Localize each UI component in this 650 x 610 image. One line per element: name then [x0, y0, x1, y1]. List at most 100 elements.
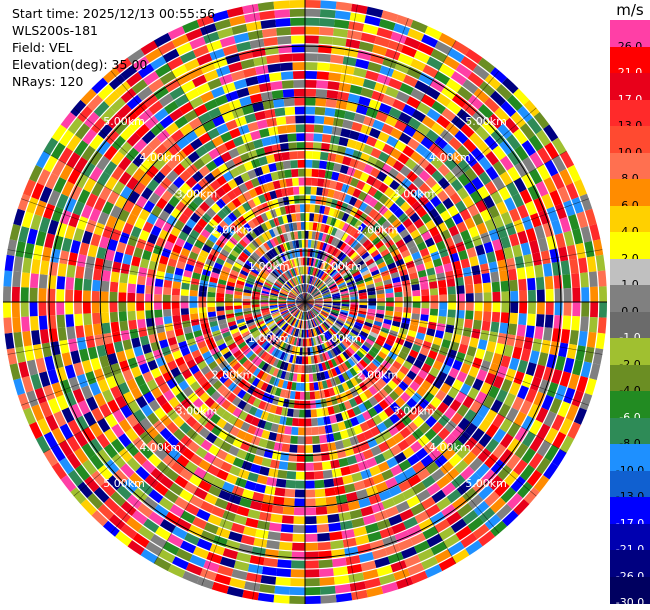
velocity-gate [371, 269, 380, 277]
velocity-gate [294, 287, 300, 294]
velocity-gate [377, 461, 390, 473]
velocity-gate [590, 302, 599, 318]
velocity-gate [171, 64, 188, 78]
velocity-gate [222, 265, 231, 273]
velocity-gate [243, 432, 254, 443]
velocity-gate [209, 179, 221, 191]
velocity-gate [241, 488, 255, 500]
velocity-gate [365, 365, 375, 375]
velocity-gate [418, 397, 430, 409]
velocity-gate [162, 48, 180, 63]
velocity-gate [229, 465, 241, 477]
velocity-gate [334, 154, 345, 164]
velocity-gate [280, 309, 289, 315]
velocity-gate [356, 260, 365, 268]
velocity-gate [429, 511, 446, 526]
velocity-gate [484, 453, 499, 469]
velocity-gate [125, 428, 139, 442]
velocity-gate [247, 220, 256, 230]
velocity-gate [384, 198, 395, 209]
velocity-gate [286, 232, 292, 241]
velocity-gate [517, 359, 529, 374]
velocity-gate [261, 457, 272, 468]
velocity-gate [558, 246, 569, 262]
velocity-gate [225, 354, 236, 364]
velocity-gate [334, 322, 343, 329]
velocity-gate [475, 391, 488, 405]
velocity-gate [127, 48, 145, 64]
velocity-gate [215, 198, 226, 209]
velocity-gate [219, 220, 229, 230]
velocity-gate [216, 469, 229, 481]
velocity-gate [262, 288, 271, 293]
velocity-gate [100, 481, 116, 497]
velocity-gate [449, 399, 462, 412]
velocity-gate [503, 470, 519, 487]
velocity-gate [435, 389, 447, 402]
velocity-gate [107, 190, 120, 205]
velocity-gate [402, 145, 415, 158]
velocity-gate [536, 440, 552, 457]
velocity-gate [407, 138, 420, 151]
velocity-gate [567, 421, 581, 440]
velocity-gate [294, 328, 298, 337]
velocity-gate [277, 379, 284, 388]
velocity-gate [381, 581, 399, 594]
velocity-gate [141, 459, 156, 474]
velocity-gate [423, 441, 436, 454]
velocity-gate [35, 230, 47, 247]
velocity-gate [182, 320, 191, 328]
velocity-gate [164, 272, 174, 281]
velocity-gate [51, 462, 67, 480]
velocity-gate [465, 302, 474, 311]
velocity-gate [94, 392, 107, 407]
velocity-gate [272, 237, 280, 246]
velocity-gate [383, 318, 392, 325]
velocity-gate [266, 181, 275, 192]
velocity-gate [481, 320, 491, 332]
velocity-gate [360, 124, 372, 136]
velocity-gate [565, 182, 579, 200]
velocity-gate [313, 293, 322, 298]
velocity-gate [156, 129, 171, 143]
velocity-gate [381, 10, 399, 23]
velocity-gate [172, 315, 181, 323]
velocity-gate [181, 314, 190, 322]
velocity-gate [41, 342, 52, 358]
velocity-gate [226, 317, 236, 323]
velocity-gate [442, 394, 454, 407]
velocity-gate [266, 412, 275, 423]
velocity-gate [41, 246, 52, 262]
velocity-gate [221, 194, 232, 205]
velocity-gate [343, 194, 352, 204]
velocity-gate [139, 144, 154, 159]
velocity-gate [146, 165, 159, 179]
velocity-gate [344, 234, 352, 244]
velocity-gate [260, 382, 269, 392]
velocity-gate [535, 407, 549, 423]
velocity-gate [134, 374, 146, 387]
velocity-gate [257, 275, 266, 282]
velocity-gate [367, 290, 376, 296]
velocity-gate [329, 284, 337, 290]
velocity-gate [272, 313, 281, 319]
velocity-gate [333, 575, 350, 585]
velocity-gate [456, 371, 468, 383]
velocity-gate [464, 422, 478, 437]
velocity-gate [211, 365, 222, 375]
velocity-gate [349, 227, 358, 237]
velocity-gate [389, 148, 402, 160]
velocity-gate [252, 251, 261, 260]
velocity-gate [506, 94, 523, 112]
velocity-gate [205, 355, 215, 365]
velocity-gate [268, 249, 276, 258]
velocity-gate [434, 519, 451, 533]
velocity-gate [237, 205, 247, 215]
velocity-gate [270, 513, 283, 523]
velocity-gate [192, 397, 204, 409]
velocity-gate [135, 466, 150, 481]
velocity-gate [43, 203, 56, 220]
velocity-gate [403, 255, 413, 264]
velocity-gate [447, 286, 456, 295]
velocity-gate [402, 360, 413, 370]
